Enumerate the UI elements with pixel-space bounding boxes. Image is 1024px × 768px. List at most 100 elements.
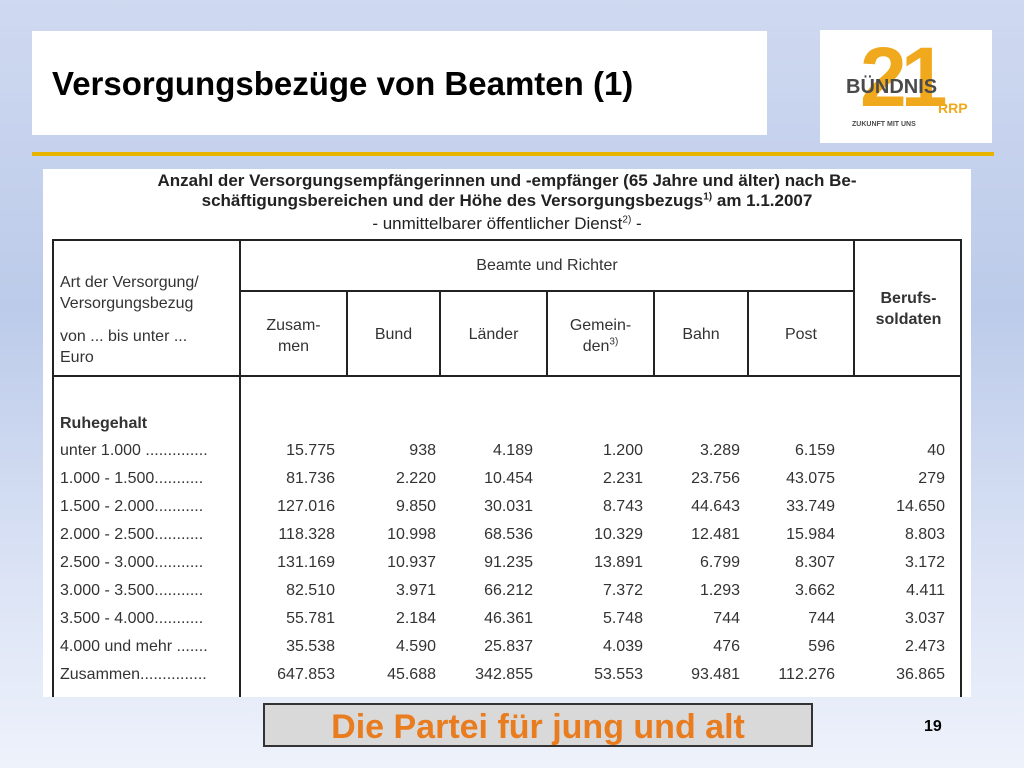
table-cell: 1.293 <box>699 582 740 599</box>
table-row: 3.500 - 4.000........... 55.781 2.184 46.36… <box>43 609 971 637</box>
table-cell: 9.850 <box>395 498 436 515</box>
table-cell: 2.473 <box>904 638 945 655</box>
table-cell: 10.937 <box>387 554 436 571</box>
table-cell: 43.075 <box>786 470 835 487</box>
table-row: 1.000 - 1.500........... 81.736 2.220 10.45… <box>43 469 971 497</box>
heading-line2-b: am 1.1.2007 <box>712 191 813 210</box>
table-cell: 53.553 <box>594 666 643 683</box>
table-cell: 93.481 <box>691 666 740 683</box>
table-cell: 938 <box>409 442 436 459</box>
row-label: unter 1.000 .............. <box>60 442 208 459</box>
table-cell: 8.803 <box>904 526 945 543</box>
col-zusammen-2: men <box>277 338 310 355</box>
table-vline <box>653 291 655 377</box>
table-cell: 744 <box>808 610 835 627</box>
table-cell: 476 <box>713 638 740 655</box>
table-hline <box>239 290 855 292</box>
table-cell: 118.328 <box>278 526 335 543</box>
table-cell: 4.590 <box>395 638 436 655</box>
table-cell: 45.688 <box>387 666 436 683</box>
table-cell: 647.853 <box>277 666 335 683</box>
table-cell: 91.235 <box>484 554 533 571</box>
col-beruf-2: soldaten <box>875 311 942 328</box>
table-cell: 2.231 <box>602 470 643 487</box>
table-cell: 342.855 <box>475 666 533 683</box>
row-label: Zusammen............... <box>60 666 207 683</box>
table-cell: 596 <box>808 638 835 655</box>
row-label: 3.000 - 3.500........... <box>60 582 204 599</box>
table-cell: 8.743 <box>602 498 643 515</box>
table-cell: 1.200 <box>602 442 643 459</box>
table-vline <box>853 239 855 377</box>
table-cell: 6.159 <box>794 442 835 459</box>
col-header-zusammen: Zusam- men <box>241 315 346 357</box>
table-cell: 81.736 <box>286 470 335 487</box>
row-label: 2.000 - 2.500........... <box>60 526 204 543</box>
logo-suffix: RRP <box>938 100 968 116</box>
table-cell: 15.775 <box>286 442 335 459</box>
table-cell: 35.538 <box>286 638 335 655</box>
row-header-line4: Euro <box>60 349 94 366</box>
col-header-laender: Länder <box>468 326 519 343</box>
table-cell: 10.998 <box>387 526 436 543</box>
table-cell: 33.749 <box>786 498 835 515</box>
table-cell: 10.454 <box>484 470 533 487</box>
table-vline <box>239 239 241 697</box>
logo-name: BÜNDNIS <box>846 76 938 98</box>
col-header-gemeinden: Gemein- den3) <box>548 315 653 357</box>
table-row: unter 1.000 .............. 15.775 938 4.189… <box>43 441 971 469</box>
table-cell: 279 <box>918 470 945 487</box>
heading-line1: Anzahl der Versorgungsempfängerinnen und… <box>157 171 857 190</box>
heading-line2-a: schäftigungsbereichen und der Höhe des V… <box>201 191 704 210</box>
table-cell: 82.510 <box>286 582 335 599</box>
slogan-text: Die Partei für jung und alt <box>331 708 745 746</box>
col-gemeinden-1: Gemein- <box>569 317 632 334</box>
table-cell: 23.756 <box>691 470 740 487</box>
table-cell: 15.984 <box>786 526 835 543</box>
table-cell: 36.865 <box>896 666 945 683</box>
divider-rule <box>32 152 994 156</box>
table-cell: 131.169 <box>277 554 335 571</box>
table-cell: 744 <box>713 610 740 627</box>
table-cell: 3.971 <box>395 582 436 599</box>
col-beruf-1: Berufs- <box>880 290 937 307</box>
table-vline <box>546 291 548 377</box>
table-cell: 46.361 <box>484 610 533 627</box>
table-cell: 127.016 <box>277 498 335 515</box>
table-cell: 4.189 <box>492 442 533 459</box>
page-number: 19 <box>924 718 942 735</box>
col-header-berufssoldaten: Berufs- soldaten <box>855 288 962 330</box>
data-table <box>52 239 962 697</box>
logo-number: 21 <box>860 30 947 124</box>
col-gemeinden-2: den <box>582 338 610 355</box>
table-cell: 30.031 <box>484 498 533 515</box>
col-gemeinden-sup: 3) <box>609 336 619 348</box>
table-cell: 3.037 <box>904 610 945 627</box>
table-vline <box>346 291 348 377</box>
table-cell: 44.643 <box>691 498 740 515</box>
table-cell: 3.662 <box>794 582 835 599</box>
table-cell: 7.372 <box>602 582 643 599</box>
subheading-b: - <box>631 214 642 233</box>
document-scan: Anzahl der Versorgungsempfängerinnen und… <box>43 169 971 697</box>
table-cell: 10.329 <box>594 526 643 543</box>
row-label: 3.500 - 4.000........... <box>60 610 204 627</box>
table-cell: 25.837 <box>484 638 533 655</box>
table-hline <box>52 375 962 377</box>
table-cell: 2.184 <box>395 610 436 627</box>
subheading-a: - unmittelbarer öffentlicher Dienst <box>372 214 623 233</box>
table-cell: 4.039 <box>602 638 643 655</box>
table-cell: 5.748 <box>602 610 643 627</box>
group-header: Beamte und Richter <box>476 257 618 274</box>
document-heading: Anzahl der Versorgungsempfängerinnen und… <box>43 171 971 211</box>
table-cell: 4.411 <box>906 582 945 599</box>
row-header: Art der Versorgung/ Versorgungsbezug von… <box>60 272 199 368</box>
title-box: Versorgungsbezüge von Beamten (1) <box>32 31 767 135</box>
table-cell: 66.212 <box>484 582 533 599</box>
table-cell: 2.220 <box>395 470 436 487</box>
row-label: 4.000 und mehr ....... <box>60 638 208 655</box>
logo-tagline: ZUKUNFT MIT UNS <box>852 121 916 128</box>
document-subheading: - unmittelbarer öffentlicher Dienst2) - <box>43 214 971 234</box>
row-label: 1.000 - 1.500........... <box>60 470 204 487</box>
table-cell: 8.307 <box>794 554 835 571</box>
